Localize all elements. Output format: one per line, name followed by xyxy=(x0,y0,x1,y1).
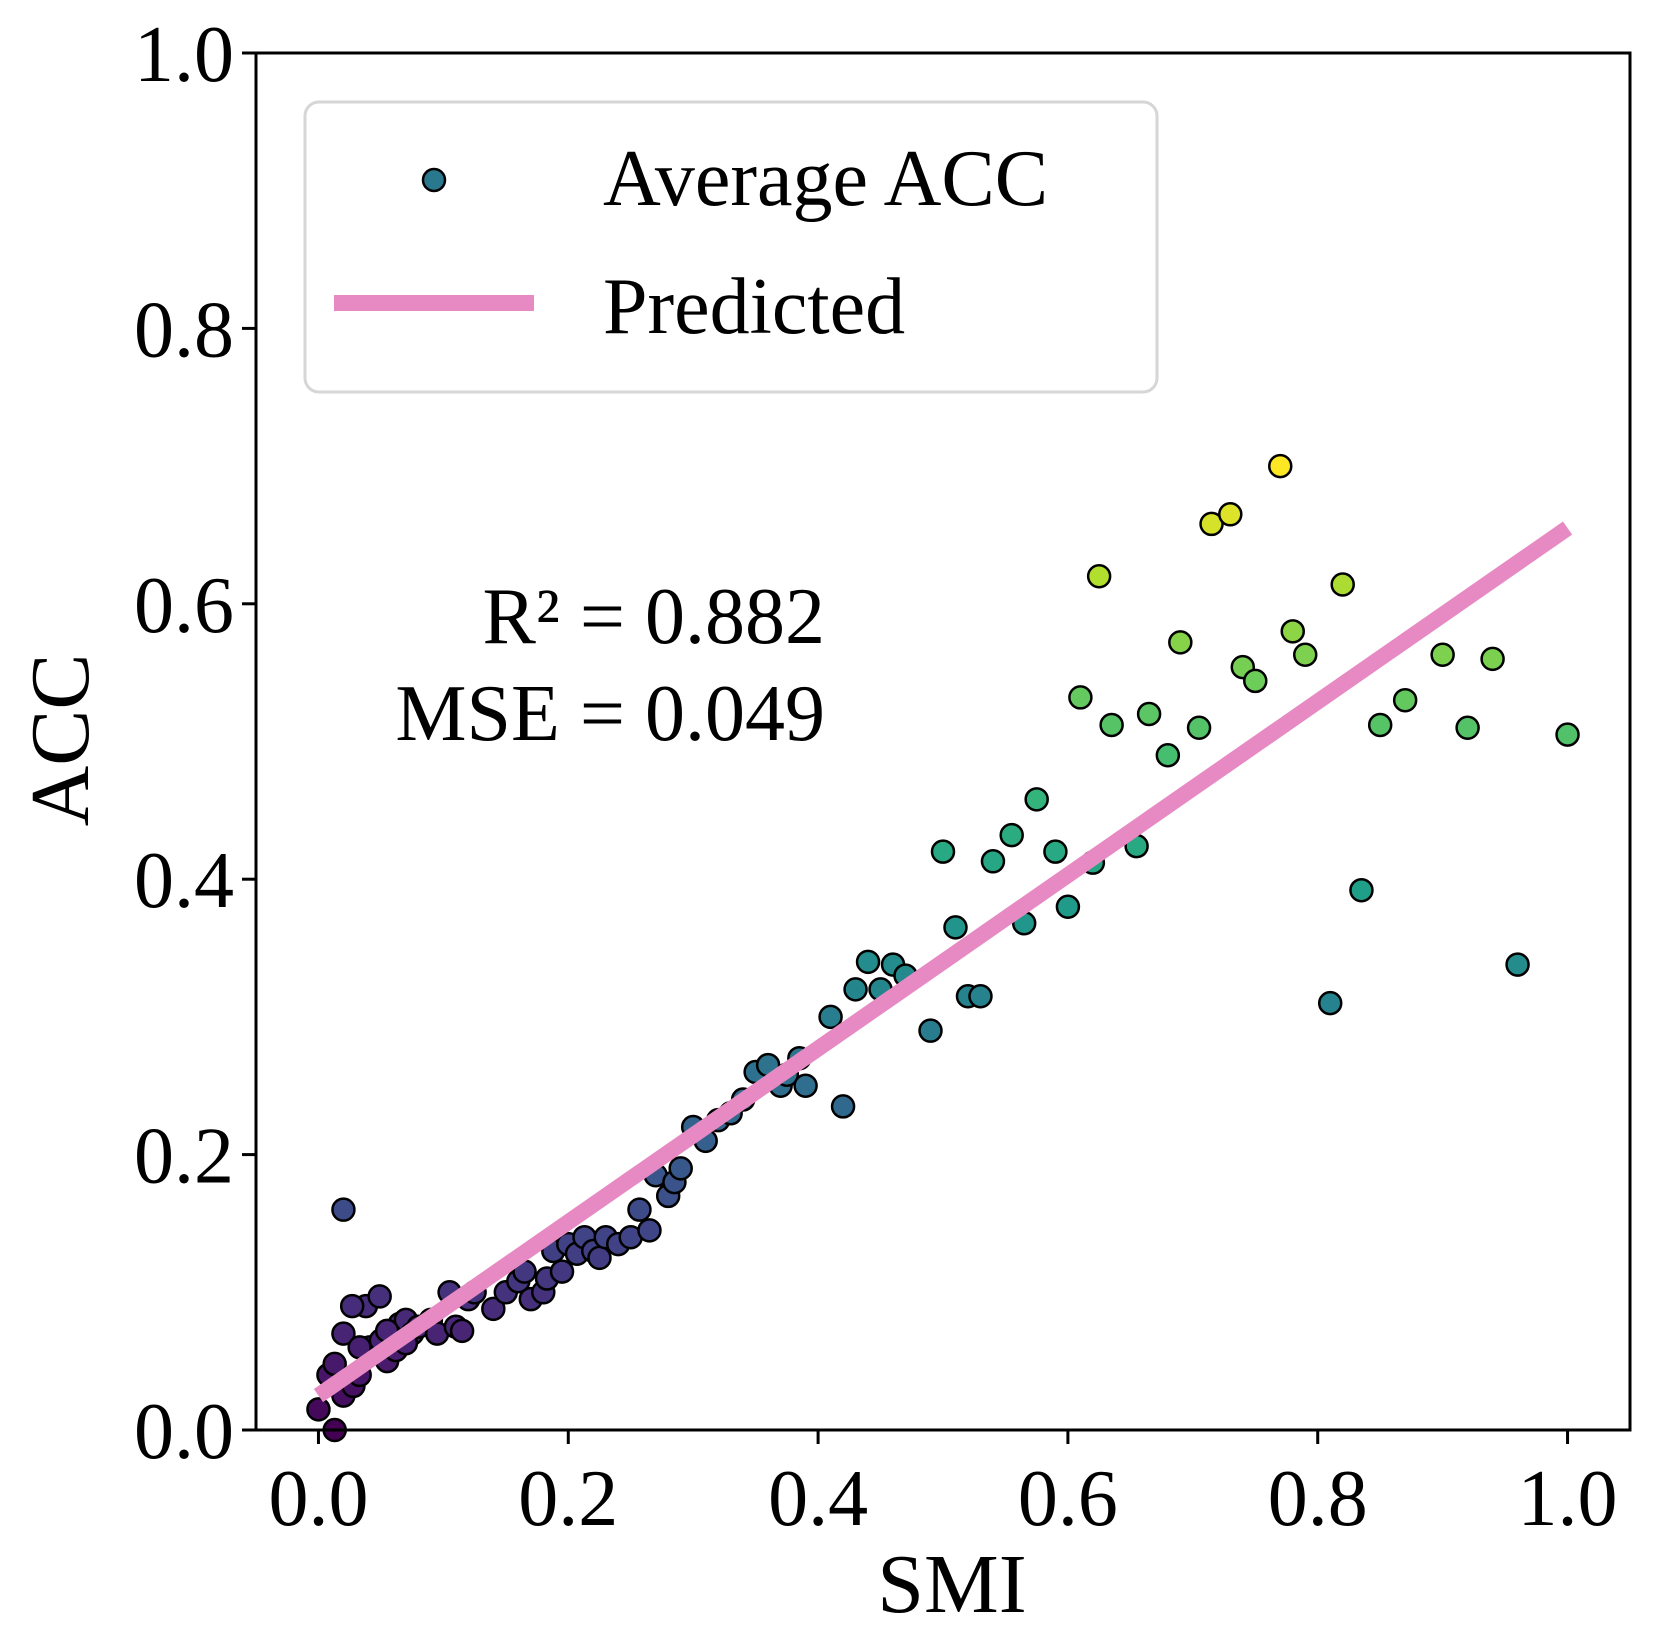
mse-annotation: MSE = 0.049 xyxy=(395,670,825,758)
legend-marker-average-acc xyxy=(421,167,447,193)
data-point xyxy=(306,1397,331,1422)
r2-annotation: R² = 0.882 xyxy=(483,573,825,661)
data-point xyxy=(855,949,881,975)
data-point xyxy=(1099,712,1124,738)
x-tick-label: 0.4 xyxy=(768,1455,868,1543)
data-point xyxy=(587,1245,612,1271)
data-point xyxy=(668,1156,693,1181)
x-tick-label: 0.2 xyxy=(518,1455,618,1543)
data-point xyxy=(1280,619,1305,644)
y-tick-label: 0.6 xyxy=(134,562,234,650)
data-point xyxy=(1430,642,1455,667)
legend-label-average-acc: Average ACC xyxy=(603,135,1048,223)
legend-label-predicted: Predicted xyxy=(603,263,905,351)
data-point xyxy=(830,1094,856,1119)
data-point xyxy=(1218,502,1243,527)
data-point xyxy=(331,1197,356,1222)
x-tick-label: 0.0 xyxy=(268,1455,368,1543)
data-point xyxy=(449,1318,475,1344)
y-tick-label: 1.0 xyxy=(134,11,234,99)
data-point xyxy=(918,1018,943,1043)
data-point xyxy=(627,1197,652,1222)
legend: Average ACC Predicted xyxy=(303,100,1159,394)
data-point xyxy=(968,983,993,1009)
data-point xyxy=(1555,722,1580,747)
plot-border xyxy=(254,51,1632,1432)
data-point xyxy=(1392,687,1418,713)
data-point xyxy=(1136,701,1162,727)
regression-line xyxy=(313,521,1573,1403)
data-point xyxy=(1349,877,1374,903)
data-point xyxy=(1330,572,1355,597)
data-point xyxy=(1367,712,1393,738)
data-point xyxy=(1068,685,1093,710)
x-tick-label: 0.6 xyxy=(1018,1455,1118,1543)
data-point xyxy=(1243,668,1268,694)
data-point xyxy=(818,1004,843,1030)
data-point xyxy=(1055,894,1081,919)
x-tick-label: 0.8 xyxy=(1268,1455,1368,1543)
data-point xyxy=(1155,743,1181,768)
data-point xyxy=(331,1321,356,1346)
y-tick-label: 0.8 xyxy=(134,286,234,374)
data-point xyxy=(793,1073,818,1098)
data-point xyxy=(549,1259,575,1284)
axis-ticks: 0.0 0.2 0.4 0.6 0.8 1.0 0.0 0.2 0.4 0.6 0.8 1.0 xyxy=(134,11,1618,1543)
data-point xyxy=(1024,787,1049,812)
data-point xyxy=(999,822,1024,848)
data-point xyxy=(1199,511,1224,537)
data-point xyxy=(637,1218,662,1243)
data-point xyxy=(1480,646,1505,672)
data-point xyxy=(980,849,1006,874)
x-tick-label: 1.0 xyxy=(1518,1455,1618,1543)
data-point xyxy=(1505,952,1530,977)
data-point xyxy=(1268,453,1293,479)
data-point xyxy=(1186,715,1212,740)
y-axis-label: ACC xyxy=(14,654,107,827)
data-point xyxy=(1086,564,1112,589)
data-point xyxy=(339,1293,365,1319)
data-point xyxy=(1317,990,1343,1016)
data-point xyxy=(930,839,956,864)
data-point xyxy=(1292,642,1318,667)
plot-frame xyxy=(254,51,1632,1432)
data-point xyxy=(943,915,968,940)
y-tick-label: 0.4 xyxy=(134,837,234,925)
y-tick-label: 0.2 xyxy=(134,1113,234,1201)
data-point xyxy=(481,1296,506,1322)
legend-box xyxy=(303,100,1159,394)
y-tick-label: 0.0 xyxy=(134,1388,234,1476)
data-point xyxy=(1043,839,1068,864)
plot-marks xyxy=(306,453,1580,1443)
data-point xyxy=(1455,715,1480,740)
data-point xyxy=(843,977,868,1002)
data-point xyxy=(1168,630,1193,655)
x-axis-label: SMI xyxy=(877,1538,1026,1631)
data-point xyxy=(367,1284,392,1309)
